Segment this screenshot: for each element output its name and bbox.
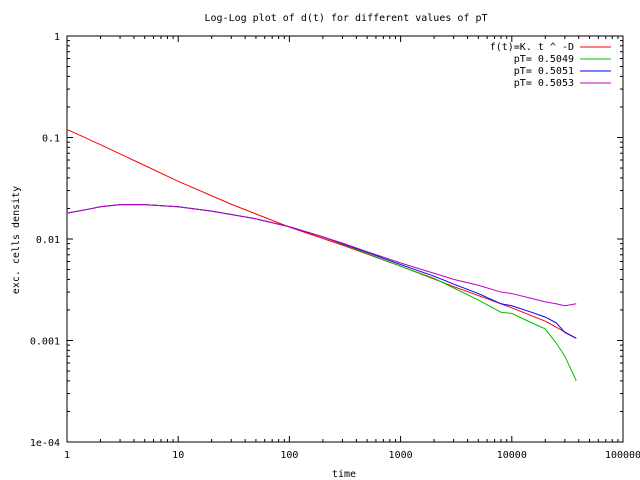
- x-tick-label: 1000: [389, 450, 413, 461]
- series-line-4: [66, 204, 577, 307]
- x-axis-label: time: [332, 469, 356, 480]
- series-lines: [66, 129, 577, 382]
- y-tick-label: 1e-04: [30, 438, 60, 449]
- y-tick-label: 0.1: [42, 134, 60, 145]
- x-tick-label: 100000: [605, 450, 640, 461]
- x-tick-label: 1: [64, 450, 70, 461]
- x-tick-label: 10000: [497, 450, 527, 461]
- series-line-3: [66, 204, 577, 339]
- x-tick-label: 10: [172, 450, 184, 461]
- legend-label: pT= 0.5051: [514, 66, 574, 77]
- legend-label: pT= 0.5049: [514, 54, 574, 65]
- plot-frame: [66, 35, 624, 443]
- chart-title: Log-Log plot of d(t) for different value…: [205, 13, 488, 24]
- x-tick-label: 100: [280, 450, 298, 461]
- y-tick-label: 0.001: [30, 337, 60, 348]
- legend-label: f(t)=K. t ^ -D: [490, 42, 574, 53]
- y-tick-labels: 1e-04 0.001 0.01 0.1 1: [30, 32, 60, 449]
- y-tick-label: 1: [54, 32, 60, 43]
- series-line-2: [66, 204, 577, 382]
- y-tick-label: 0.01: [36, 235, 60, 246]
- x-tick-labels: 1 10 100 1000 10000 100000: [64, 450, 640, 461]
- legend-label: pT= 0.5053: [514, 78, 574, 89]
- axis-ticks: [66, 35, 624, 443]
- y-axis-label: exc. cells density: [11, 186, 22, 294]
- series-line-1: [66, 129, 577, 339]
